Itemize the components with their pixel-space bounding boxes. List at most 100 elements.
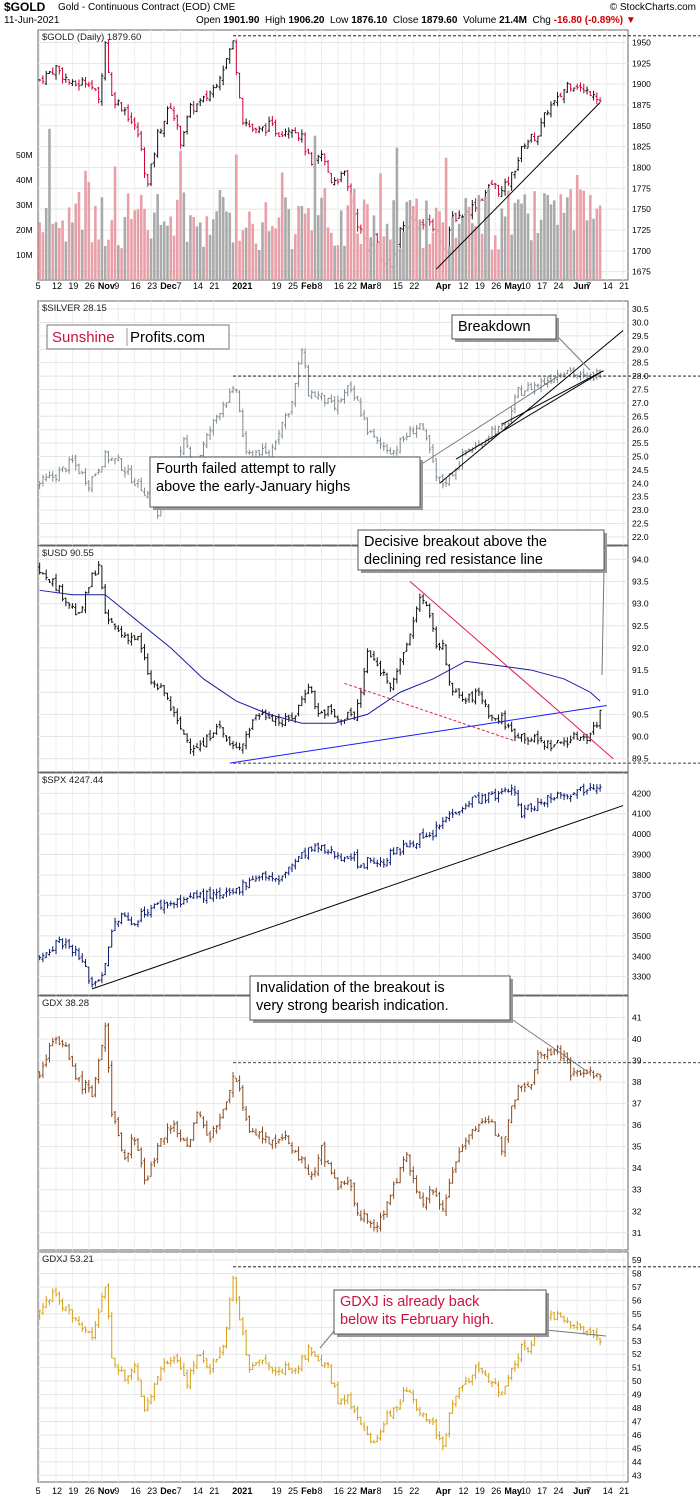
price-bar — [598, 1073, 602, 1081]
y-tick-label: 1825 — [632, 142, 651, 152]
volume-bar — [421, 247, 425, 280]
price-bar — [97, 468, 101, 475]
trendline — [455, 370, 604, 460]
price-bar — [316, 154, 320, 164]
callout-pointer — [601, 567, 605, 676]
volume-bar — [438, 211, 441, 280]
y-tick-label: 29.5 — [632, 331, 649, 341]
price-bar — [516, 733, 520, 739]
price-bar — [126, 912, 130, 922]
volume-bar — [126, 193, 130, 280]
price-bar — [215, 1358, 219, 1363]
callout-box — [333, 1289, 547, 1335]
price-bar — [179, 1357, 183, 1370]
price-bar — [444, 1194, 448, 1217]
price-bar — [434, 821, 438, 838]
volume-tick-label: 50M — [16, 150, 33, 160]
price-bar — [215, 888, 219, 900]
price-bar — [44, 1054, 48, 1068]
price-bar — [146, 490, 150, 499]
price-bar — [198, 1354, 202, 1357]
price-bar — [431, 218, 435, 232]
price-bar — [152, 152, 156, 168]
price-bar — [211, 84, 215, 98]
price-bar — [408, 633, 412, 646]
price-bar — [228, 1089, 232, 1104]
price-bar — [106, 946, 110, 967]
x-tick-label: 8 — [377, 281, 382, 291]
price-bar — [546, 110, 550, 116]
price-bar — [218, 412, 222, 421]
trendline — [439, 330, 624, 484]
price-bar — [392, 677, 396, 691]
price-bar — [231, 1275, 235, 1302]
price-bar — [339, 1398, 343, 1406]
x-tick-label: 24 — [554, 281, 564, 291]
price-bar — [497, 1133, 501, 1137]
volume-bar — [189, 215, 192, 280]
x-tick-label: 5 — [36, 281, 41, 291]
price-bar — [408, 1389, 412, 1393]
price-bar — [113, 917, 117, 931]
price-bar — [510, 171, 514, 191]
price-bar — [87, 1330, 91, 1333]
price-bar — [582, 734, 586, 741]
price-bar — [424, 1413, 428, 1422]
y-tick-label: 1800 — [632, 163, 651, 173]
price-bar — [457, 210, 461, 219]
price-bar — [510, 721, 514, 732]
callout-text: declining red resistance line — [364, 552, 543, 568]
price-bar — [470, 1128, 474, 1140]
price-bar — [257, 1359, 261, 1367]
price-bar — [470, 1374, 474, 1386]
price-bar — [411, 1166, 415, 1183]
price-bar — [395, 668, 399, 684]
price-bar — [424, 1197, 428, 1210]
price-bar — [251, 1128, 255, 1133]
y-tick-label: 31 — [632, 1228, 642, 1238]
callout-pointer — [319, 1329, 336, 1349]
price-bar — [283, 1130, 287, 1141]
price-bar — [529, 803, 533, 813]
chg-value: -16.80 (-0.89%) — [553, 15, 624, 26]
price-bar — [441, 1200, 445, 1212]
volume-bar — [533, 191, 536, 280]
y-tick-label: 37 — [632, 1099, 642, 1109]
price-bar — [497, 791, 501, 803]
volume-bar — [349, 193, 353, 280]
price-bar — [106, 1022, 110, 1073]
price-bar — [231, 40, 235, 50]
price-bar — [542, 740, 546, 750]
callout-box — [249, 975, 511, 1021]
x-tick-label: 9 — [114, 1486, 119, 1496]
volume-bar — [330, 232, 333, 280]
price-bar — [588, 732, 592, 742]
y-tick-label: 94.0 — [632, 554, 649, 564]
y-tick-label: 3900 — [632, 849, 651, 859]
price-bar — [195, 103, 199, 113]
price-bar — [61, 1298, 65, 1312]
price-bar — [84, 76, 88, 88]
price-bar — [503, 710, 507, 730]
price-bar — [300, 1155, 304, 1164]
price-bar — [215, 723, 219, 735]
price-bar — [549, 1048, 553, 1056]
volume-bar — [402, 231, 405, 280]
x-tick-label: 25 — [288, 1486, 298, 1496]
price-bar — [460, 1385, 464, 1392]
price-bar — [224, 1101, 228, 1111]
price-bar — [582, 1069, 586, 1078]
price-bar — [487, 1115, 491, 1124]
x-tick-label: 12 — [458, 1486, 468, 1496]
price-bar — [415, 843, 419, 850]
price-bar — [513, 170, 517, 179]
price-bar — [264, 870, 268, 881]
y-tick-label: 3800 — [632, 870, 651, 880]
price-bar — [280, 1133, 284, 1142]
price-bar — [156, 902, 160, 905]
price-bar — [67, 1304, 71, 1315]
price-bar — [261, 1126, 265, 1144]
volume-bar — [398, 248, 402, 280]
price-bar — [395, 1177, 399, 1184]
price-bar — [67, 602, 71, 609]
